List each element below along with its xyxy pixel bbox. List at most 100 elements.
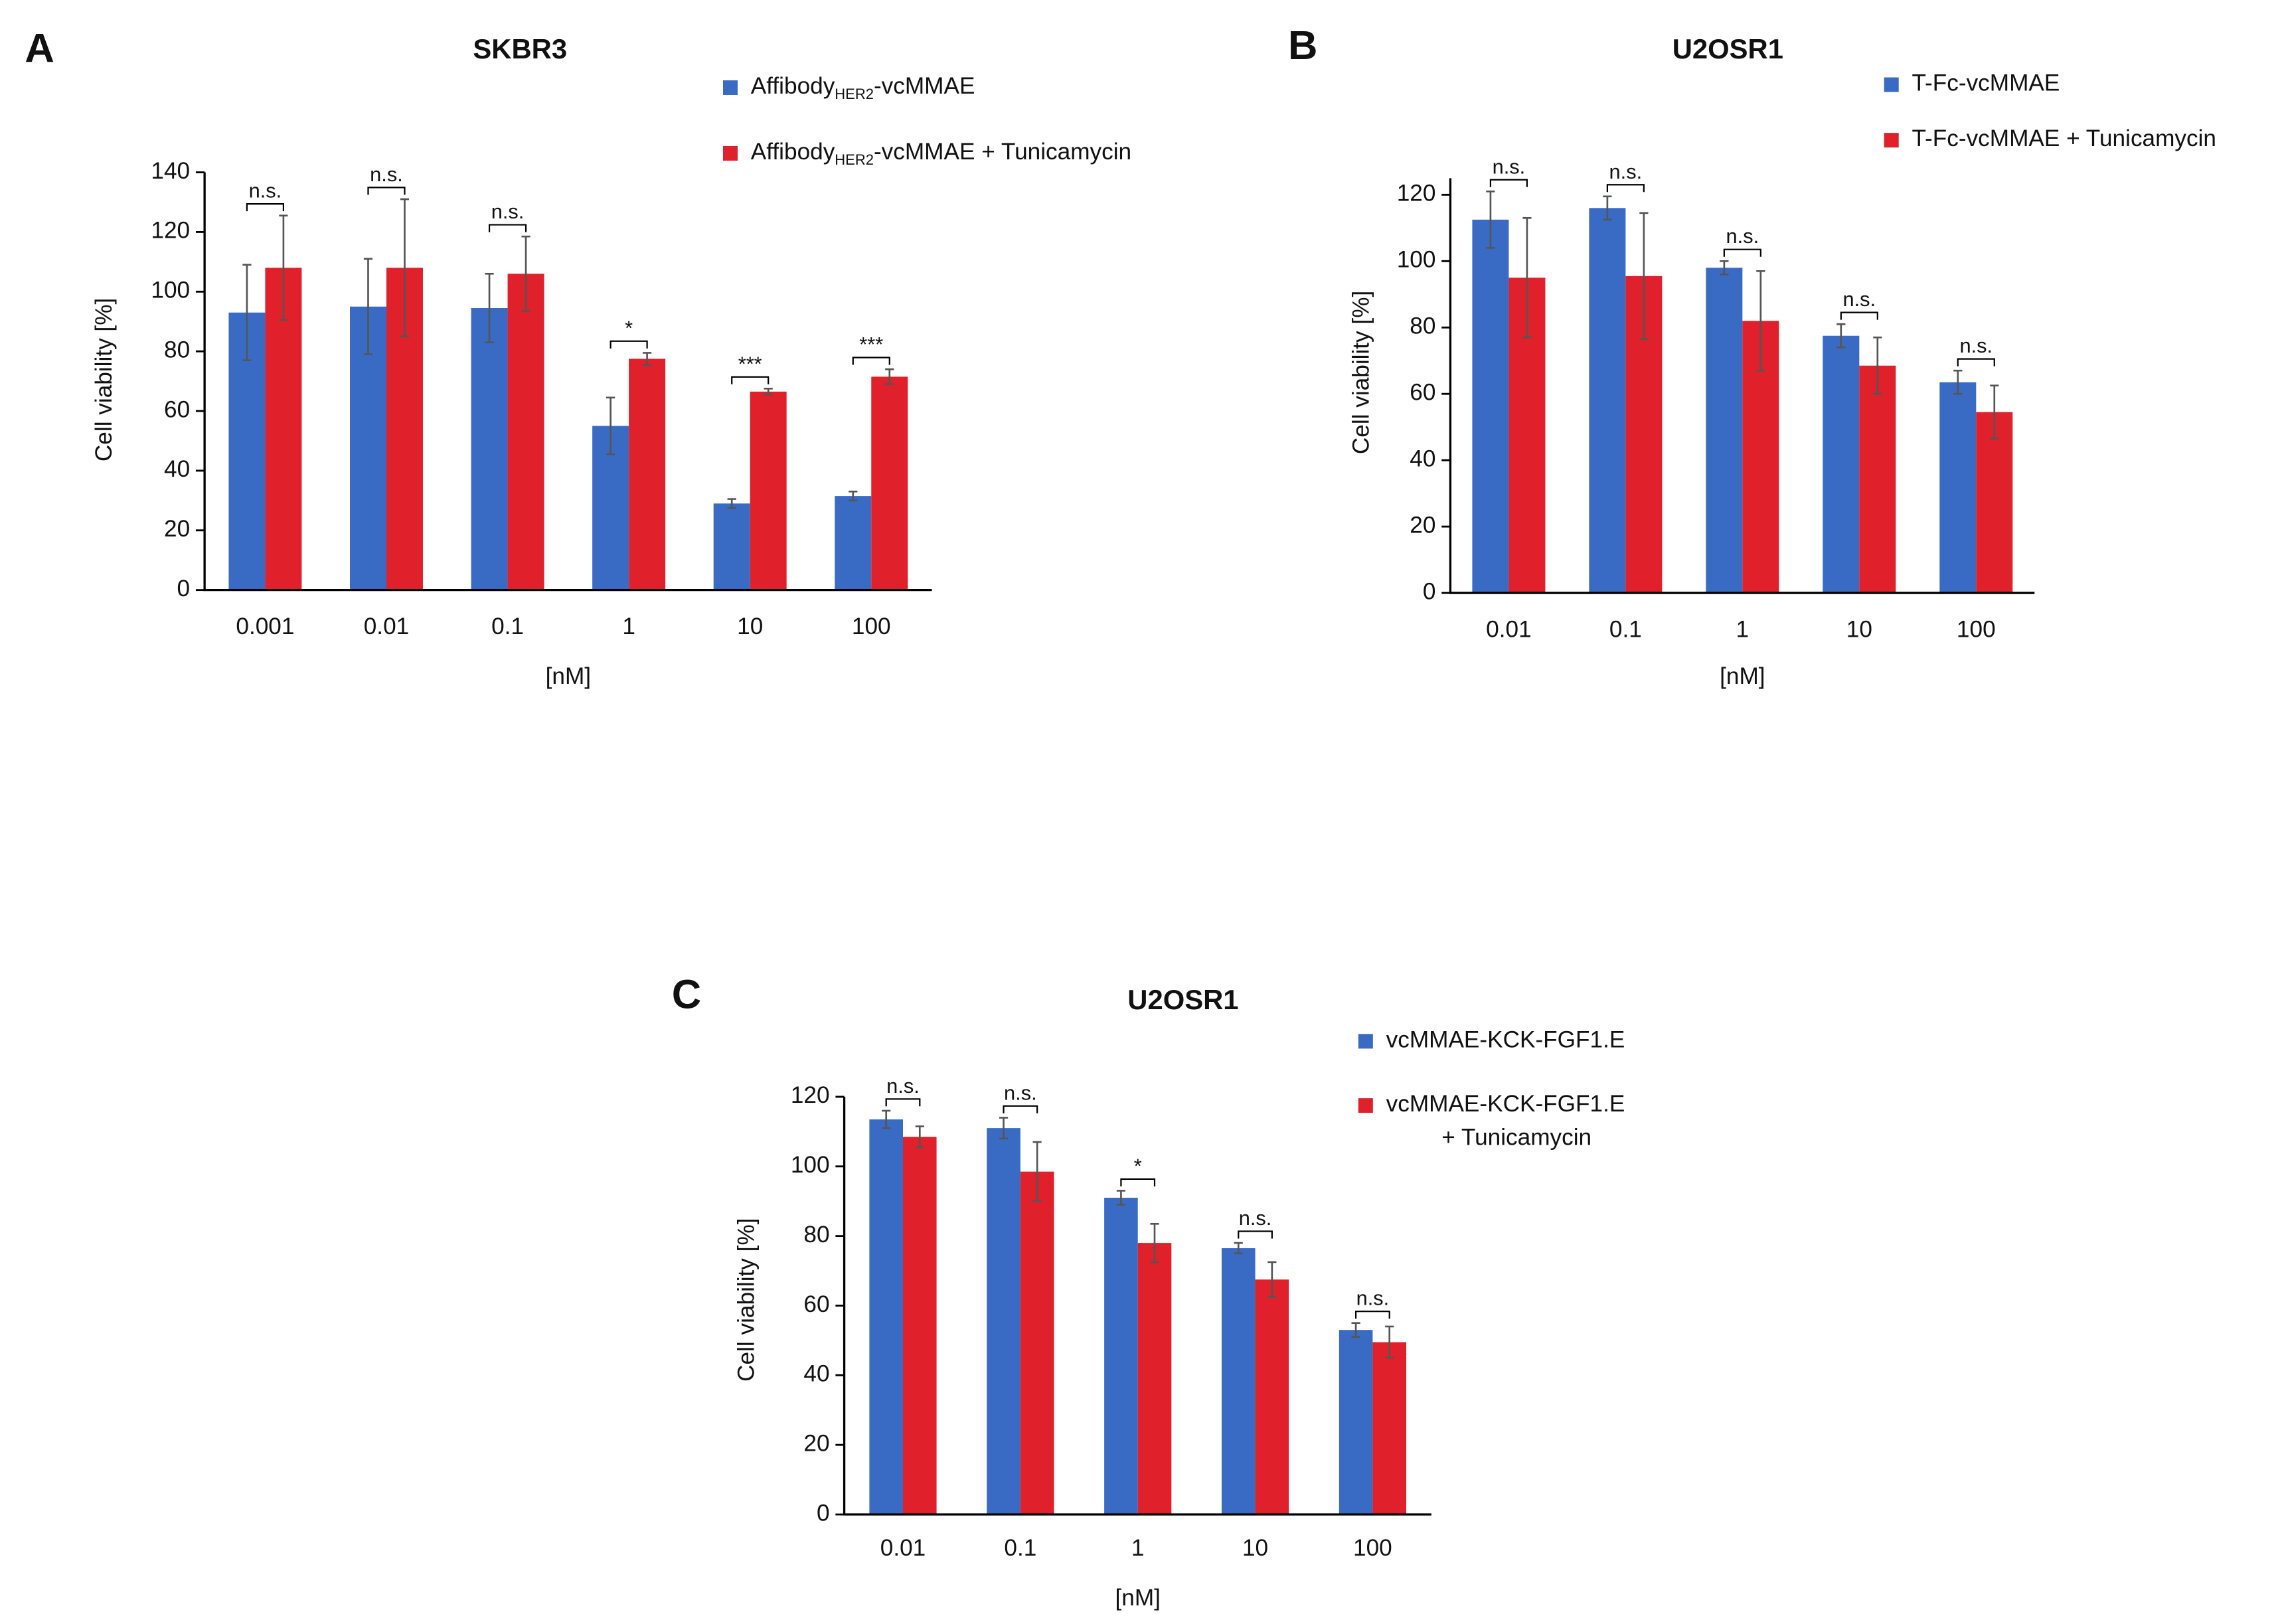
- error-bar: [242, 264, 252, 361]
- error-bar: [727, 498, 736, 509]
- significance-label: n.s.: [1356, 1287, 1390, 1310]
- legend-label: AffibodyHER2-vcMMAE + Tunicamycin: [751, 139, 1131, 168]
- significance-bracket: [852, 357, 890, 365]
- x-tick-label: 10: [1242, 1535, 1268, 1561]
- significance-label: n.s.: [1843, 287, 1876, 311]
- x-tick-label: 10: [1846, 617, 1872, 643]
- legend-label: vcMMAE-KCK-FGF1.E: [1386, 1027, 1625, 1053]
- x-tick-label: 0.1: [1609, 617, 1642, 643]
- legend-label: T-Fc-vcMMAE: [1912, 70, 2060, 96]
- significance-label: n.s.: [249, 179, 282, 203]
- x-tick-label: 0.1: [1004, 1535, 1036, 1561]
- y-tick-label: 0: [177, 576, 191, 602]
- bar: [1589, 208, 1626, 594]
- bar: [471, 308, 508, 590]
- error-bar: [1639, 212, 1649, 341]
- bar: [871, 376, 908, 590]
- axes: [1449, 178, 2035, 594]
- x-tick-label: 10: [737, 613, 763, 639]
- error-bar: [606, 396, 615, 455]
- error-bar: [999, 1117, 1009, 1140]
- chart-title: SKBR3: [473, 33, 567, 64]
- bar: [750, 391, 787, 590]
- y-tick-label: 120: [791, 1082, 830, 1108]
- significance-bracket: [1489, 179, 1528, 187]
- x-tick-label: 0.1: [491, 613, 524, 639]
- bar: [1472, 219, 1509, 594]
- x-tick-label: 100: [1957, 617, 1996, 643]
- error-bar: [643, 352, 652, 366]
- significance-label: n.s.: [1493, 155, 1526, 178]
- bar: [1104, 1197, 1138, 1515]
- error-bar: [400, 198, 410, 338]
- significance-label: *: [1134, 1154, 1142, 1177]
- significance-label: n.s.: [1004, 1081, 1037, 1104]
- significance-label: n.s.: [1726, 224, 1759, 248]
- significance-label: n.s.: [491, 200, 525, 223]
- error-bar: [1032, 1141, 1042, 1202]
- legend-swatch: [1358, 1034, 1373, 1049]
- significance-bracket: [731, 376, 770, 384]
- significance-bracket: [1606, 184, 1645, 193]
- y-tick-label: 80: [1410, 313, 1435, 339]
- error-bar: [882, 1109, 891, 1129]
- bar: [1372, 1342, 1406, 1515]
- error-bar: [915, 1125, 924, 1149]
- significance-bracket: [367, 187, 406, 195]
- panel-letter: C: [672, 972, 701, 1018]
- y-tick-label: 0: [1423, 578, 1436, 604]
- error-bar: [1116, 1190, 1126, 1206]
- bar: [1339, 1330, 1373, 1515]
- significance-bracket: [488, 224, 527, 232]
- error-bar: [1234, 1242, 1243, 1255]
- y-tick-label: 40: [1410, 446, 1435, 471]
- legend-label: AffibodyHER2-vcMMAE: [751, 73, 975, 102]
- y-tick-label: 0: [817, 1500, 830, 1526]
- error-bar: [1756, 270, 1765, 372]
- significance-bracket: [1120, 1178, 1156, 1186]
- error-bar: [279, 214, 288, 321]
- significance-bracket: [1355, 1310, 1390, 1319]
- significance-bracket: [1957, 358, 1995, 366]
- significance-bracket: [1003, 1105, 1038, 1113]
- y-axis-label: Cell viability [%]: [91, 298, 117, 461]
- error-bar: [1603, 195, 1612, 221]
- error-bar: [1720, 260, 1729, 276]
- significance-label: n.s.: [1609, 160, 1643, 183]
- error-bar: [849, 491, 858, 502]
- y-axis-label: Cell viability [%]: [734, 1218, 760, 1381]
- x-tick-label: 100: [852, 613, 891, 639]
- x-tick-label: 1: [1736, 617, 1750, 643]
- bar: [1020, 1171, 1054, 1515]
- y-tick-label: 40: [803, 1361, 829, 1387]
- error-bar: [764, 388, 773, 396]
- legend-swatch: [723, 145, 738, 161]
- x-axis-label: [nM]: [1720, 663, 1765, 689]
- legend-label: vcMMAE-KCK-FGF1.E + Tunicamycin: [1386, 1091, 1625, 1151]
- significance-label: n.s.: [1959, 334, 1993, 357]
- bar: [1221, 1248, 1256, 1515]
- significance-label: ***: [859, 333, 883, 356]
- y-tick-label: 100: [1397, 247, 1436, 273]
- bar: [902, 1137, 937, 1515]
- error-bar: [1150, 1222, 1159, 1263]
- x-tick-label: 1: [1131, 1535, 1145, 1561]
- x-tick-label: 100: [1353, 1535, 1392, 1561]
- significance-bracket: [885, 1098, 921, 1107]
- legend-swatch: [723, 80, 738, 95]
- chart-title: U2OSR1: [1672, 33, 1783, 64]
- x-tick-label: 1: [622, 613, 635, 639]
- legend-swatch: [1358, 1098, 1373, 1113]
- significance-label: *: [625, 316, 633, 339]
- bar: [713, 503, 750, 590]
- panel-letter: A: [25, 25, 54, 71]
- x-tick-label: 0.01: [1486, 617, 1532, 643]
- error-bar: [485, 273, 494, 344]
- bar: [869, 1119, 903, 1515]
- chart-title: U2OSR1: [1127, 984, 1238, 1015]
- bar: [1137, 1243, 1172, 1515]
- legend-label: T-Fc-vcMMAE + Tunicamycin: [1912, 125, 2216, 151]
- y-tick-label: 80: [803, 1222, 829, 1248]
- y-axis-label: Cell viability [%]: [1348, 291, 1374, 454]
